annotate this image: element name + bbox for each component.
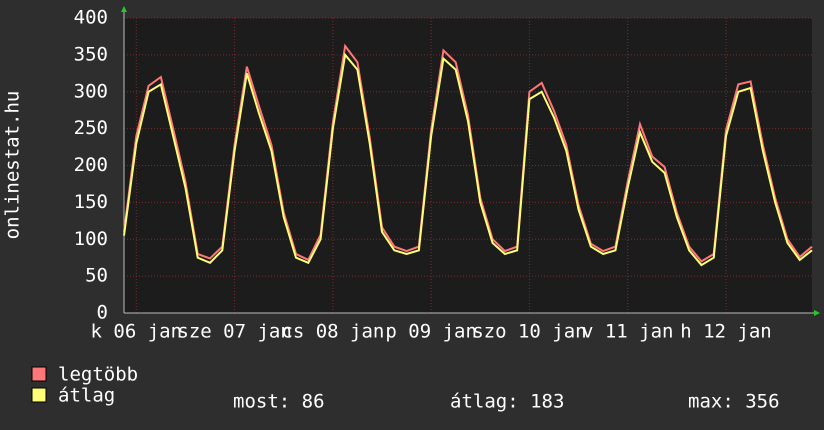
x-tick-label: p 09 jan <box>385 321 477 343</box>
y-tick-label: 400 <box>74 7 108 29</box>
plot-area <box>124 18 812 313</box>
y-tick-label: 100 <box>74 228 108 250</box>
axis-arrow <box>814 310 820 316</box>
stat-text: átlag: 183 <box>450 391 564 413</box>
legend-label: legtöbb <box>58 364 138 386</box>
x-tick-label: cs 08 jan <box>281 321 384 343</box>
y-tick-label: 350 <box>74 43 108 65</box>
y-tick-label: 300 <box>74 80 108 102</box>
y-tick-label: 150 <box>74 191 108 213</box>
x-tick-label: v 11 jan <box>582 321 674 343</box>
legend-swatch <box>31 366 47 382</box>
x-tick-label: sze 07 jan <box>177 321 291 343</box>
x-tick-label: h 12 jan <box>680 321 772 343</box>
y-tick-label: 50 <box>85 265 108 287</box>
stat-text: max: 356 <box>688 391 780 413</box>
legend-swatch <box>31 387 47 403</box>
y-tick-label: 200 <box>74 154 108 176</box>
legend-label: átlag <box>58 385 115 407</box>
stat-text: most: 86 <box>233 391 325 413</box>
x-tick-label: k 06 jan <box>91 321 183 343</box>
y-tick-label: 250 <box>74 117 108 139</box>
y-tick-label: 0 <box>97 302 108 324</box>
series-line <box>123 52 813 267</box>
y-axis-label: onlinestat.hu <box>2 91 24 240</box>
axis-arrow <box>121 6 127 12</box>
x-tick-label: szo 10 jan <box>472 321 586 343</box>
